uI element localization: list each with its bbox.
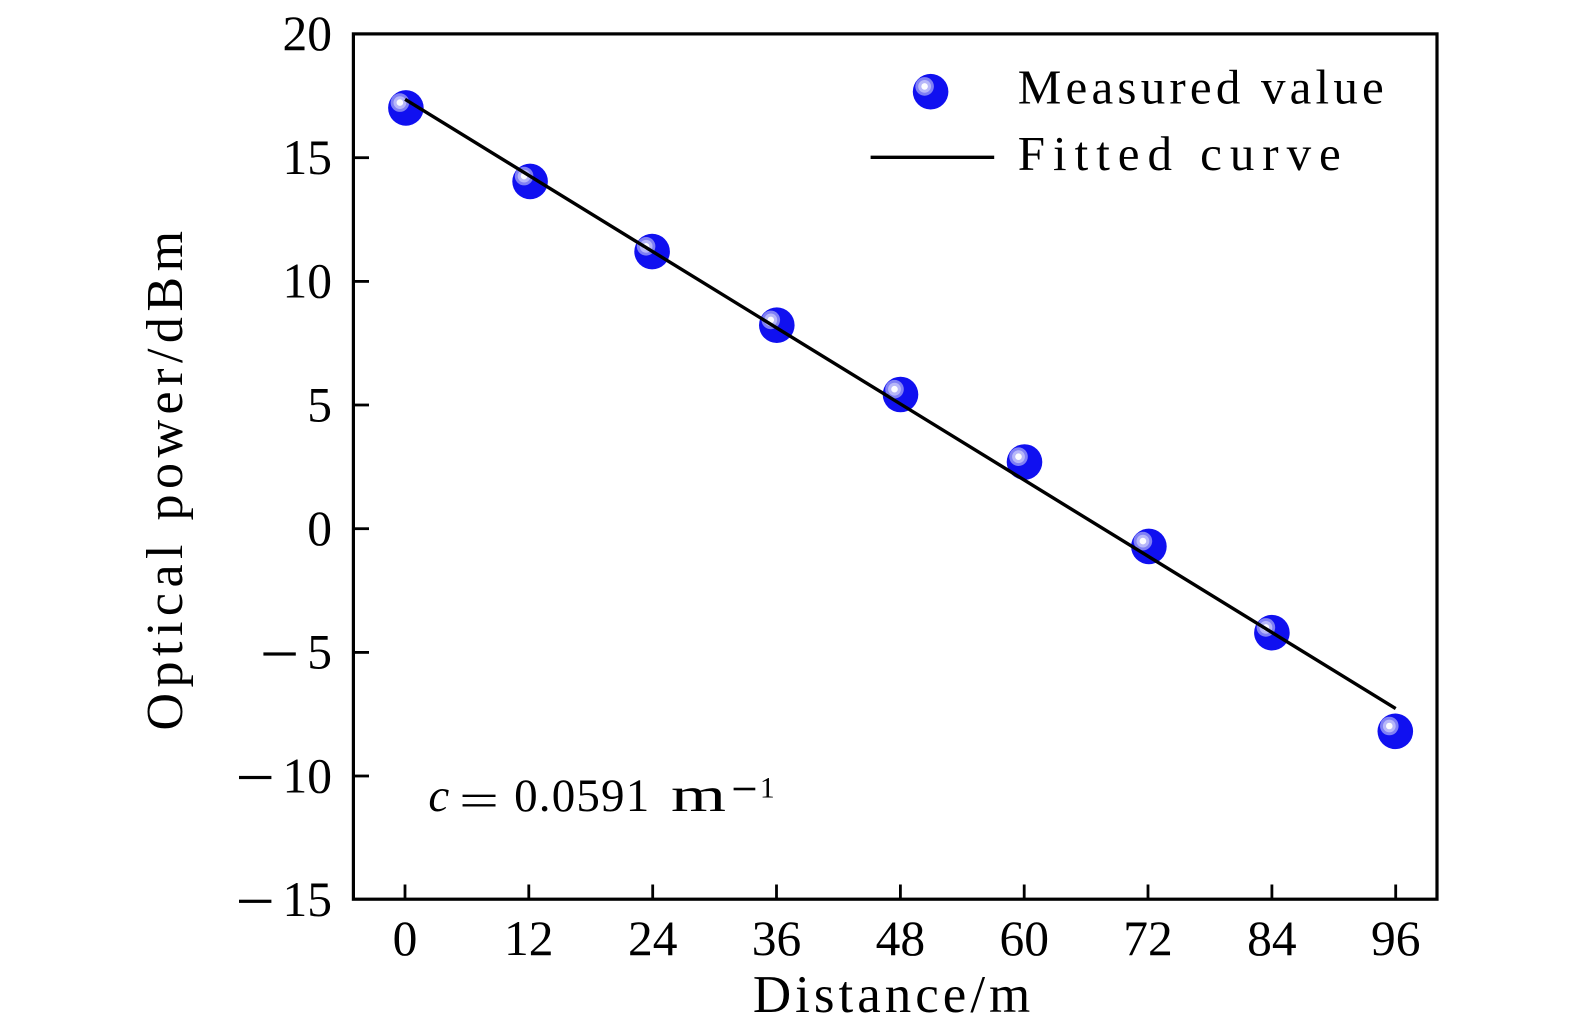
svg-text:12: 12 (504, 911, 554, 966)
svg-text:1: 1 (760, 773, 775, 805)
svg-text:c: c (428, 770, 449, 822)
svg-text:96: 96 (1371, 911, 1421, 966)
svg-text:0: 0 (393, 911, 418, 966)
svg-text:m: m (671, 767, 726, 822)
svg-text:15: 15 (283, 872, 333, 927)
svg-text:84: 84 (1247, 911, 1297, 966)
svg-text:20: 20 (283, 6, 333, 61)
svg-text:0: 0 (307, 501, 332, 556)
svg-text:5: 5 (307, 377, 332, 432)
svg-text:Measured value: Measured value (1018, 60, 1384, 115)
svg-text:15: 15 (283, 130, 333, 185)
svg-text:Distance/m: Distance/m (753, 966, 1034, 1024)
svg-text:48: 48 (876, 911, 926, 966)
svg-text:Optical power/dBm: Optical power/dBm (137, 225, 194, 730)
svg-text:0.0591: 0.0591 (514, 770, 649, 822)
svg-text:=: = (459, 775, 499, 827)
svg-text:10: 10 (283, 748, 333, 803)
svg-text:5: 5 (307, 625, 332, 680)
svg-text:60: 60 (999, 911, 1049, 966)
svg-text:10: 10 (283, 254, 333, 309)
svg-text:72: 72 (1123, 911, 1173, 966)
svg-text:Fitted curve: Fitted curve (1018, 126, 1341, 181)
svg-text:24: 24 (628, 911, 678, 966)
svg-text:36: 36 (752, 911, 802, 966)
